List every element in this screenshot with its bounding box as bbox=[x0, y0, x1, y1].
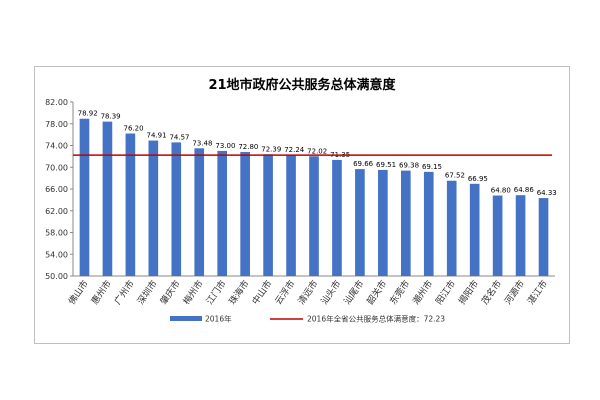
y-tick-label: 50.00 bbox=[45, 272, 68, 281]
bar bbox=[538, 198, 549, 276]
x-tick-label: 梅州市 bbox=[180, 278, 205, 307]
data-label: 72.24 bbox=[284, 146, 305, 154]
data-label: 78.92 bbox=[78, 110, 98, 118]
x-tick-label: 肇庆市 bbox=[157, 278, 182, 307]
y-tick-label: 70.00 bbox=[45, 163, 68, 172]
x-tick-label: 湛江市 bbox=[525, 278, 550, 307]
y-tick-label: 66.00 bbox=[45, 185, 68, 194]
data-label: 69.66 bbox=[353, 160, 374, 168]
bar-chart: 21地市政府公共服务总体满意度 50.00 54.00 58.00 62.00 66.0… bbox=[45, 77, 557, 324]
bar bbox=[469, 183, 480, 276]
data-label: 76.20 bbox=[124, 125, 144, 133]
x-tick-label: 佛山市 bbox=[66, 278, 91, 307]
data-label: 64.86 bbox=[514, 186, 535, 194]
y-tick-label: 74.00 bbox=[45, 142, 68, 151]
data-label: 66.95 bbox=[468, 175, 488, 183]
legend-bar-swatch bbox=[170, 316, 202, 321]
bar bbox=[515, 195, 526, 276]
x-tick-label: 中山市 bbox=[249, 278, 274, 307]
bar bbox=[194, 148, 205, 276]
legend-bar-label: 2016年 bbox=[205, 314, 232, 324]
x-tick-label: 云浮市 bbox=[272, 278, 297, 307]
x-tick-label: 韶关市 bbox=[364, 278, 389, 307]
x-tick-label: 茂名市 bbox=[479, 278, 504, 307]
x-tick-label: 汕尾市 bbox=[341, 278, 366, 307]
bar bbox=[102, 121, 113, 276]
bar bbox=[332, 159, 342, 276]
chart-frame: 21地市政府公共服务总体满意度 50.00 54.00 58.00 62.00 66.0… bbox=[34, 66, 570, 344]
bar bbox=[125, 133, 136, 276]
data-label: 64.80 bbox=[491, 187, 511, 195]
bar bbox=[309, 156, 319, 276]
y-tick-label: 54.00 bbox=[45, 250, 68, 259]
data-label: 69.15 bbox=[422, 163, 442, 171]
bar bbox=[286, 155, 296, 276]
data-label: 74.57 bbox=[169, 133, 189, 141]
bar bbox=[378, 169, 388, 276]
legend-line-label: 2016年全省公共服务总体满意度：72.23 bbox=[307, 314, 445, 324]
x-tick-label: 深圳市 bbox=[134, 278, 159, 307]
bar bbox=[446, 180, 457, 276]
bar bbox=[171, 142, 182, 276]
bar bbox=[240, 152, 250, 276]
data-label: 74.91 bbox=[147, 132, 167, 140]
bar bbox=[263, 154, 273, 276]
data-label: 78.39 bbox=[101, 113, 121, 121]
data-label: 72.02 bbox=[307, 147, 327, 155]
x-tick-labels-group: 佛山市 惠州市 广州市 深圳市 肇庆市 梅州市 江门市 珠海市 中山市 云浮市 清远市 汕头市 汕尾市韶… bbox=[66, 278, 550, 307]
x-tick-label: 阳江市 bbox=[433, 278, 458, 307]
y-tick-label: 62.00 bbox=[45, 207, 68, 216]
bar bbox=[492, 195, 503, 276]
data-label: 69.51 bbox=[376, 161, 396, 169]
x-tick-label: 江门市 bbox=[203, 278, 228, 307]
x-tick-label: 潮州市 bbox=[410, 278, 435, 307]
bar bbox=[79, 118, 90, 276]
bar bbox=[217, 150, 228, 276]
bars-group bbox=[79, 118, 549, 276]
data-label: 67.52 bbox=[445, 172, 465, 180]
y-tick-label: 78.00 bbox=[45, 120, 68, 129]
x-tick-label: 揭阳市 bbox=[456, 278, 481, 307]
data-label: 72.39 bbox=[261, 145, 281, 153]
data-label: 73.48 bbox=[192, 139, 212, 147]
bar bbox=[400, 170, 411, 276]
x-tick-label: 清远市 bbox=[295, 278, 320, 307]
y-tick-label: 58.00 bbox=[45, 229, 68, 238]
x-tick-label: 汕头市 bbox=[318, 278, 343, 307]
chart-title: 21地市政府公共服务总体满意度 bbox=[208, 77, 396, 93]
bar bbox=[423, 171, 434, 276]
data-label: 69.38 bbox=[399, 162, 419, 170]
x-tick-label: 珠海市 bbox=[226, 278, 251, 307]
legend: 2016年 2016年全省公共服务总体满意度：72.23 bbox=[170, 314, 445, 324]
bar bbox=[355, 169, 365, 276]
x-tick-label: 东莞市 bbox=[387, 278, 412, 307]
x-tick-label: 河源市 bbox=[502, 278, 527, 307]
y-tick-label: 82.00 bbox=[45, 98, 68, 107]
data-label: 64.33 bbox=[537, 189, 557, 197]
x-tick-label: 惠州市 bbox=[89, 278, 114, 307]
data-label: 72.80 bbox=[238, 143, 258, 151]
data-label: 73.00 bbox=[215, 142, 235, 150]
bar bbox=[148, 140, 159, 276]
x-tick-label: 广州市 bbox=[112, 278, 137, 307]
